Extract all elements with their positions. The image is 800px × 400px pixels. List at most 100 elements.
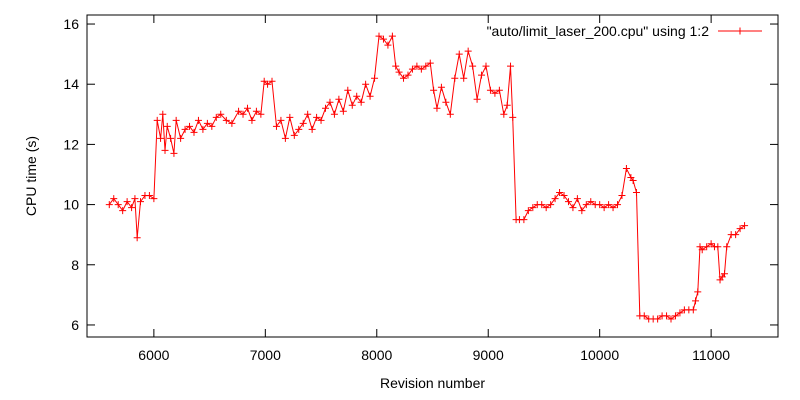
data-point [375,32,383,40]
data-point [609,204,617,212]
y-tick-label: 10 [63,197,79,213]
data-point [222,116,230,124]
data-point [252,107,260,115]
data-point [560,192,568,200]
data-point [371,74,379,82]
data-point [313,113,321,121]
data-point [605,201,613,209]
data-point [542,204,550,212]
data-point [689,306,697,314]
data-point [348,101,356,109]
data-point [145,192,153,200]
data-point [640,312,648,320]
data-point [723,243,731,251]
data-point [500,110,508,118]
data-point [239,110,247,118]
legend-label: "auto/limit_laser_200.cpu" using 1:2 [487,23,710,39]
data-point [299,119,307,127]
data-point [573,195,581,203]
data-point [667,315,675,323]
data-point [698,246,706,254]
data-point [344,86,352,94]
data-point [578,207,586,215]
data-point [163,122,171,130]
y-tick-label: 6 [71,317,79,333]
y-tick-label: 8 [71,257,79,273]
data-point [596,201,604,209]
data-point [524,207,532,215]
data-point [482,62,490,70]
data-point [286,113,294,121]
y-tick-label: 12 [63,136,79,152]
data-point [676,309,684,317]
data-point [433,104,441,112]
legend-marker [736,27,744,35]
data-point [379,35,387,43]
data-point [437,83,445,91]
data-point [133,234,141,242]
data-point [235,107,243,115]
legend-marker-plus [736,27,744,35]
data-point [491,89,499,97]
data-point [629,177,637,185]
data-point [395,68,403,76]
data-point [277,116,285,124]
data-point [464,47,472,55]
data-point [181,125,189,133]
data-point [469,62,477,70]
data-point [281,134,289,142]
data-point [426,59,434,67]
data-point [366,92,374,100]
data-point [248,116,256,124]
data-point [190,128,198,136]
data-point [556,189,564,197]
data-point [203,119,211,127]
data-point [582,201,590,209]
data-point [150,195,158,203]
data-point [243,104,251,112]
data-point [714,243,722,251]
data-point [486,86,494,94]
data-point [353,92,361,100]
y-tick-label: 14 [63,76,79,92]
data-point [538,201,546,209]
data-point [295,125,303,133]
data-point [446,110,454,118]
data-point [186,122,194,130]
data-point [264,80,272,88]
data-point [509,113,517,121]
data-point [430,86,438,94]
data-point [208,122,216,130]
series-layer [105,32,749,323]
data-point [569,204,577,212]
data-point [339,107,347,115]
data-point [408,65,416,73]
data-point [741,222,749,230]
data-point [703,243,711,251]
x-axis-label: Revision number [380,375,485,391]
legend: "auto/limit_laser_200.cpu" using 1:2 [487,23,762,39]
data-point [632,189,640,197]
data-point [153,116,161,124]
data-point [473,95,481,103]
data-point [663,312,671,320]
data-point [503,101,511,109]
data-point [614,201,622,209]
data-point [600,204,608,212]
data-point [736,225,744,233]
tick-labels: 6000 7000 8000 9000 10000 11000 6 8 10 12 14 16 [63,16,730,363]
data-point [228,119,236,127]
data-point [460,74,468,82]
x-tick-label: 7000 [250,347,281,363]
data-point [114,201,122,209]
data-point [654,315,662,323]
data-point [618,192,626,200]
data-point [194,116,202,124]
data-point [119,207,127,215]
data-point [159,110,167,118]
data-point [110,195,118,203]
data-point [335,95,343,103]
y-axis-label: CPU time (s) [23,136,39,216]
